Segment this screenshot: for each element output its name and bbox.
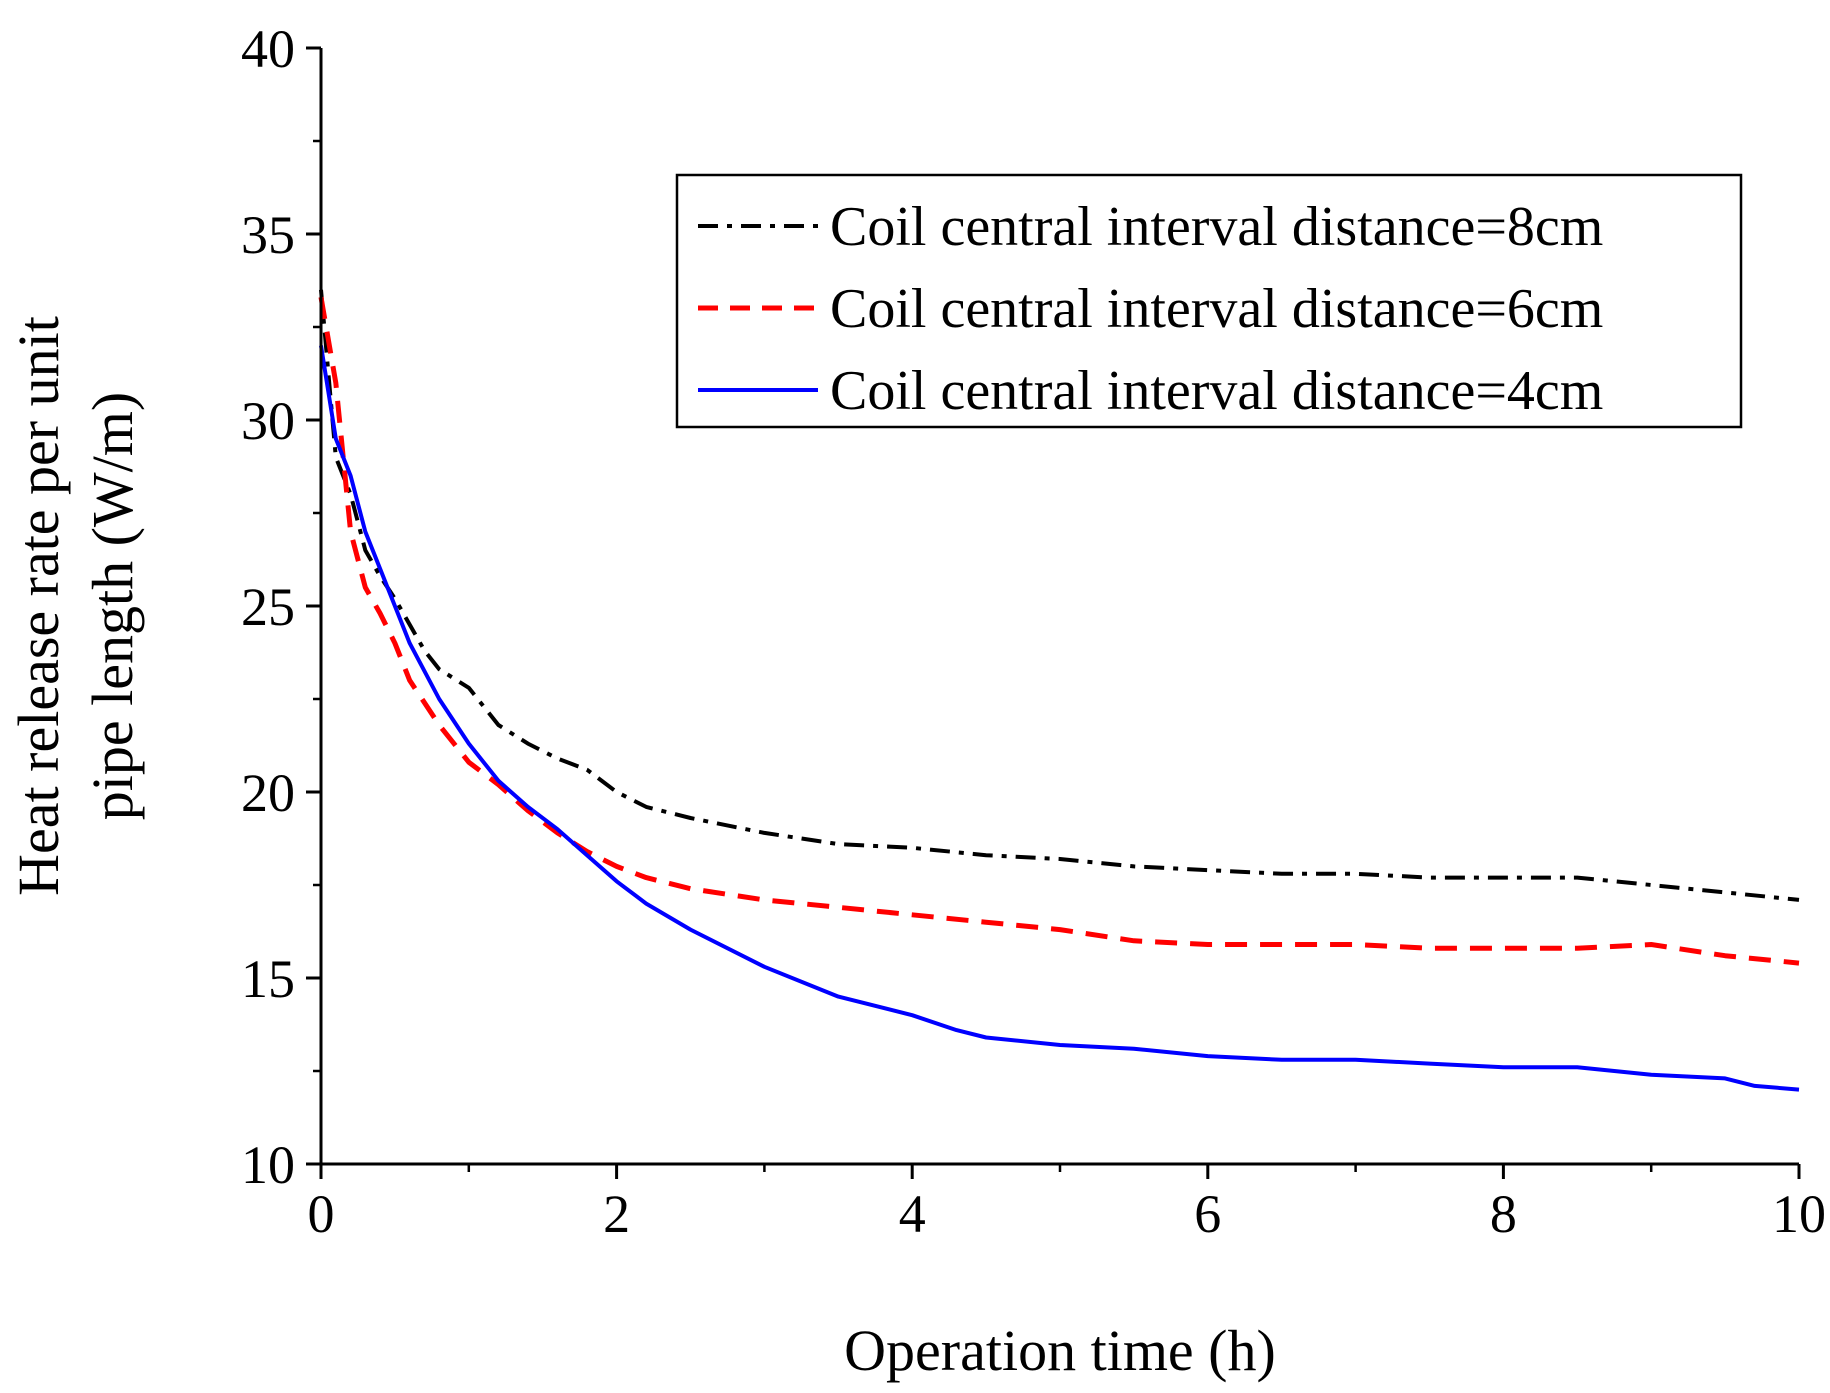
x-tick-label: 10 [1772,1184,1826,1244]
series-line-8cm [319,289,1800,902]
x-tick-label: 0 [308,1184,335,1244]
legend-label-4cm: Coil central interval distance=4cm [830,360,1603,422]
y-axis-label-line1: Heat release rate per unit [6,316,71,896]
y-tick-label: 30 [241,391,295,451]
y-tick-label: 10 [241,1135,295,1195]
y-tick-label: 25 [241,577,295,637]
legend: Coil central interval distance=8cm Coil … [675,173,1743,429]
x-tick-label: 6 [1194,1184,1221,1244]
x-axis-label: Operation time (h) [844,1318,1276,1383]
series-line-6cm [318,296,1800,966]
x-tick-label: 8 [1490,1184,1517,1244]
x-tick-label: 2 [603,1184,630,1244]
plot-lines [318,289,1800,1092]
y-axis-label-line2: pipe length (W/m) [80,392,145,820]
series-line-4cm [319,345,1800,1092]
x-tick-label: 4 [899,1184,926,1244]
y-tick-label: 40 [241,19,295,79]
legend-box [675,173,1743,429]
legend-label-8cm: Coil central interval distance=8cm [830,196,1603,258]
ticks: 0 2 4 6 8 10 10 15 20 25 30 35 40 [241,19,1826,1244]
y-tick-label: 15 [241,949,295,1009]
y-tick-label: 35 [241,205,295,265]
y-tick-label: 20 [241,763,295,823]
legend-label-6cm: Coil central interval distance=6cm [830,278,1603,340]
y-axis-label: Heat release rate per unit pipe length (… [6,316,145,896]
